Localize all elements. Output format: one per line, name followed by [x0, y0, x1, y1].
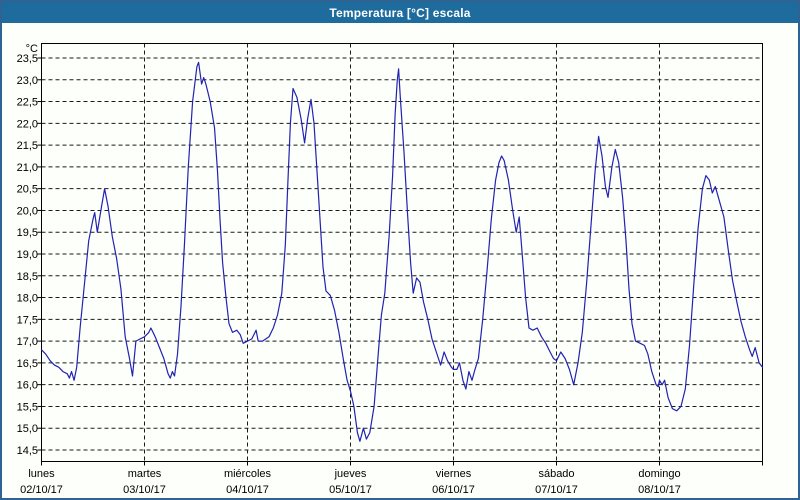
x-date-label: 03/10/17 — [123, 484, 166, 496]
y-tick-label: 19,0 — [17, 249, 38, 261]
y-tick-label: 20,0 — [17, 205, 38, 217]
x-day-label: martes — [128, 468, 162, 480]
temperature-line — [40, 61, 764, 442]
x-day-label: viernes — [436, 468, 472, 480]
x-day-label: miércoles — [224, 468, 272, 480]
y-tick-label: 23,0 — [17, 75, 38, 87]
x-date-label: 07/10/17 — [535, 484, 578, 496]
window-title: Temperatura [°C] escala — [329, 5, 471, 20]
title-bar: Temperatura [°C] escala — [2, 2, 798, 23]
y-tick-label: 15,0 — [17, 423, 38, 435]
x-date-label: 08/10/17 — [638, 484, 681, 496]
y-tick-label: 23,5 — [17, 53, 38, 65]
y-tick-label: 16,0 — [17, 380, 38, 392]
y-tick-label: 20,5 — [17, 184, 38, 196]
y-tick-label: 19,5 — [17, 227, 38, 239]
y-tick-label: 18,5 — [17, 271, 38, 283]
x-day-label: sábado — [538, 468, 574, 480]
x-date-label: 06/10/17 — [432, 484, 475, 496]
gridlines — [37, 43, 763, 466]
y-tick-label: 16,5 — [17, 358, 38, 370]
y-tick-label: 21,0 — [17, 162, 38, 174]
y-tick-label: 22,5 — [17, 97, 38, 109]
x-day-label: domingo — [638, 468, 680, 480]
y-tick-label: 15,5 — [17, 401, 38, 413]
y-tick-label: 14,5 — [17, 445, 38, 457]
y-tick-label: 22,0 — [17, 118, 38, 130]
y-tick-label: 21,5 — [17, 140, 38, 152]
y-tick-label: 17,0 — [17, 336, 38, 348]
x-date-label: 05/10/17 — [329, 484, 372, 496]
y-tick-label: 17,5 — [17, 314, 38, 326]
x-date-label: 02/10/17 — [20, 484, 63, 496]
x-day-label: jueves — [334, 468, 367, 480]
plot-frame — [41, 43, 763, 462]
y-axis-unit-label: °C — [26, 43, 38, 55]
y-tick-label: 18,0 — [17, 293, 38, 305]
x-day-label: lunes — [28, 468, 55, 480]
axis-labels: 23,5 23,0 22,5 22,0 21,5 21,0 20,5 20,0 19,5 19,0… — [17, 43, 681, 496]
x-date-label: 04/10/17 — [226, 484, 269, 496]
